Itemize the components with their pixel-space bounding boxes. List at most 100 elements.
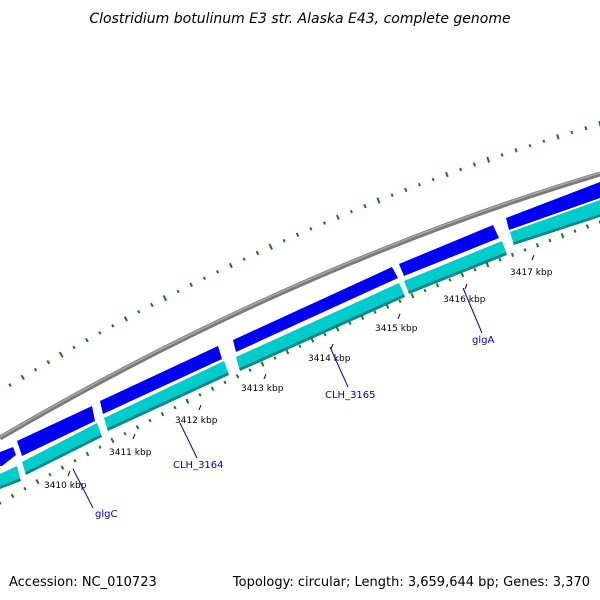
accession-text: Accession: NC_010723 bbox=[9, 575, 157, 590]
gc-tick bbox=[46, 359, 51, 365]
scale-tick-label: 3415 kbp bbox=[375, 324, 418, 334]
gc-tick bbox=[58, 351, 64, 358]
gc-tick bbox=[390, 193, 394, 197]
scale-tick-3413 bbox=[263, 373, 267, 380]
gc-tick bbox=[485, 262, 490, 268]
gc-tick bbox=[98, 331, 102, 335]
forward-gene-1 bbox=[0, 447, 16, 466]
gc-tick bbox=[410, 293, 415, 299]
gc-tick bbox=[176, 289, 180, 294]
forward-gene-3 bbox=[100, 346, 222, 414]
reverse-gene-6 bbox=[510, 200, 600, 242]
gc-tick bbox=[10, 493, 15, 499]
gc-tick bbox=[548, 238, 552, 243]
gc-tick bbox=[459, 167, 463, 172]
gc-tick bbox=[282, 238, 286, 243]
gc-tick bbox=[285, 349, 290, 355]
gc-tick bbox=[60, 465, 65, 470]
genome-summary-text: Topology: circular; Length: 3,659,644 bp… bbox=[232, 575, 590, 590]
gc-tick bbox=[556, 134, 560, 140]
gc-tick bbox=[23, 486, 27, 491]
gc-tick bbox=[498, 258, 502, 262]
gc-tick bbox=[348, 321, 352, 326]
gene-label-line-CLH_3165 bbox=[329, 346, 349, 388]
gene-label-line-glgA bbox=[462, 287, 483, 334]
gc-tick bbox=[198, 393, 202, 397]
gc-tick bbox=[570, 130, 574, 135]
gc-tick bbox=[335, 214, 340, 220]
gc-tick bbox=[202, 276, 206, 281]
gc-tick bbox=[295, 232, 300, 237]
gc-tick bbox=[148, 418, 152, 423]
gc-tick bbox=[363, 203, 367, 209]
gc-tick bbox=[360, 315, 365, 320]
gc-tick bbox=[248, 368, 252, 372]
scale-tick-3410 bbox=[67, 470, 71, 477]
scale-tick-3411 bbox=[132, 433, 136, 440]
gc-tick bbox=[486, 156, 491, 163]
gc-tick bbox=[398, 299, 402, 303]
reverse-gene-1 bbox=[0, 466, 20, 486]
gc-tick bbox=[242, 257, 246, 261]
gc-tick bbox=[448, 278, 452, 282]
genome-backbone bbox=[0, 171, 600, 441]
gc-tick bbox=[435, 283, 440, 288]
gc-tick bbox=[72, 345, 76, 350]
gc-tick bbox=[373, 310, 377, 314]
gc-tick bbox=[123, 431, 127, 436]
gc-tick bbox=[0, 501, 2, 505]
reverse-gene-3 bbox=[104, 361, 228, 428]
scale-tick-3415 bbox=[397, 313, 401, 320]
gc-tick bbox=[235, 373, 240, 379]
gc-tick bbox=[323, 332, 327, 337]
gc-tick bbox=[298, 344, 302, 349]
forward-gene-4 bbox=[233, 267, 398, 352]
gc-tick bbox=[431, 177, 435, 182]
gene-label-line-CLH_3164 bbox=[179, 422, 198, 459]
scale-tick-3417 bbox=[531, 254, 535, 261]
gene-label-glgC: glgC bbox=[95, 509, 117, 520]
gc-tick bbox=[33, 367, 38, 372]
gc-tick bbox=[423, 288, 427, 293]
gc-tick bbox=[137, 310, 141, 314]
gc-content-outer-track bbox=[8, 120, 600, 387]
gc-tick bbox=[335, 326, 340, 332]
forward-gene-6 bbox=[506, 182, 600, 230]
gc-tick bbox=[173, 405, 177, 410]
gc-tick bbox=[210, 386, 215, 391]
gc-tick bbox=[376, 197, 381, 204]
gc-tick bbox=[73, 459, 77, 463]
gc-tick bbox=[585, 224, 590, 229]
gc-tick bbox=[160, 411, 165, 417]
scale-tick-3412 bbox=[198, 404, 202, 411]
gc-tick bbox=[310, 338, 315, 343]
gc-tick bbox=[48, 472, 52, 477]
gc-tick bbox=[8, 383, 12, 387]
gc-tick bbox=[473, 268, 477, 272]
forward-gene-track bbox=[0, 182, 600, 466]
gc-tick bbox=[472, 162, 477, 167]
gc-tick bbox=[135, 424, 140, 430]
gc-tick bbox=[349, 209, 353, 214]
gc-tick bbox=[150, 302, 154, 308]
gc-tick bbox=[523, 248, 527, 252]
gc-tick bbox=[228, 262, 233, 269]
gc-tick bbox=[510, 252, 515, 258]
scale-tick-label: 3416 kbp bbox=[443, 295, 486, 305]
gc-tick bbox=[20, 374, 25, 381]
gc-tick bbox=[98, 445, 102, 449]
gc-tick bbox=[309, 227, 313, 231]
gc-tick bbox=[111, 324, 115, 328]
scale-tick-label: 3410 kbp bbox=[44, 481, 87, 491]
forward-gene-5 bbox=[399, 225, 499, 276]
scale-tick-3414 bbox=[330, 343, 334, 350]
gc-tick bbox=[535, 242, 540, 248]
gc-tick bbox=[110, 437, 115, 444]
gc-tick bbox=[385, 304, 390, 309]
gc-tick bbox=[85, 451, 90, 457]
gc-tick bbox=[404, 187, 408, 193]
scale-tick-label: 3411 kbp bbox=[109, 448, 152, 458]
gc-tick bbox=[260, 361, 265, 367]
gc-tick bbox=[322, 221, 326, 225]
